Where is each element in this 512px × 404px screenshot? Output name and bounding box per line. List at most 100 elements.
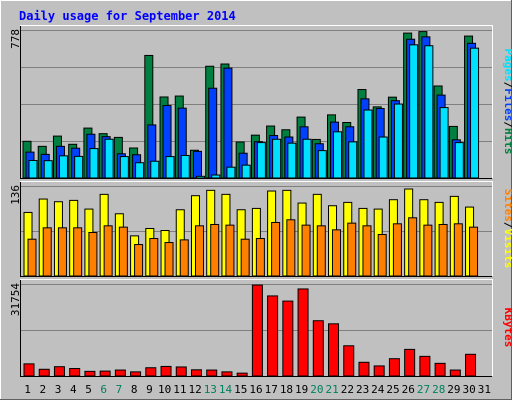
bar-kbytes-day-11 xyxy=(175,366,187,377)
bar-pages-day-1 xyxy=(28,159,38,179)
x-tick-label-day-17: 17 xyxy=(265,383,278,396)
x-tick-label-day-1: 1 xyxy=(24,383,31,396)
panel-kbytes: 31754 KBytes xyxy=(9,279,512,377)
x-tick-label-day-27: 27 xyxy=(417,383,430,396)
bar-pages-day-29 xyxy=(454,142,464,179)
bar-kbytes-day-3 xyxy=(53,366,65,377)
bar-pages-day-10 xyxy=(165,156,175,179)
bar-pages-day-9 xyxy=(150,160,160,179)
bar-sites-day-24 xyxy=(377,234,387,277)
y-max-label-pages-files-hits: 778 xyxy=(9,29,22,49)
bar-kbytes-day-25 xyxy=(388,358,400,377)
bar-sites-day-3 xyxy=(57,227,67,277)
bar-files-day-12 xyxy=(192,150,202,179)
bar-pages-day-8 xyxy=(135,162,145,179)
bar-sites-day-27 xyxy=(423,224,433,277)
bar-kbytes-day-17 xyxy=(267,295,279,377)
bar-kbytes-day-14 xyxy=(221,371,233,377)
bar-files-day-13 xyxy=(208,87,218,179)
bar-sites-day-8 xyxy=(134,244,144,277)
x-tick-label-day-9: 9 xyxy=(146,383,153,396)
legend-entry-sites-visits-2: Visits xyxy=(502,229,512,269)
bar-kbytes-day-7 xyxy=(114,369,126,377)
bar-pages-day-16 xyxy=(256,142,266,179)
legend-entry-pages-files-hits-3: / xyxy=(502,121,512,128)
bar-pages-day-12 xyxy=(195,175,205,179)
bar-pages-day-25 xyxy=(393,103,403,179)
bar-pages-day-15 xyxy=(241,164,251,179)
legend-entry-pages-files-hits-4: Hits xyxy=(502,128,512,155)
bar-sites-day-14 xyxy=(225,224,235,277)
bar-sites-day-25 xyxy=(392,223,402,277)
bar-pages-day-19 xyxy=(302,138,312,179)
bar-sites-day-21 xyxy=(332,229,342,277)
bar-pages-day-21 xyxy=(333,131,343,179)
legend-entry-pages-files-hits-0: Pages xyxy=(502,49,512,82)
bar-kbytes-day-2 xyxy=(38,368,50,377)
bar-sites-day-18 xyxy=(286,219,296,277)
bar-kbytes-day-24 xyxy=(373,365,385,377)
chart-title: Daily usage for September 2014 xyxy=(19,9,236,23)
bar-kbytes-day-18 xyxy=(282,300,294,377)
bar-kbytes-day-20 xyxy=(312,320,324,377)
x-tick-label-day-21: 21 xyxy=(326,383,339,396)
x-tick-label-day-16: 16 xyxy=(249,383,262,396)
bar-pages-day-28 xyxy=(439,107,449,179)
x-tick-label-day-25: 25 xyxy=(386,383,399,396)
x-tick-label-day-2: 2 xyxy=(40,383,47,396)
bar-kbytes-day-28 xyxy=(434,362,446,377)
bar-pages-day-2 xyxy=(43,160,53,179)
bar-sites-day-9 xyxy=(149,238,159,277)
bar-kbytes-day-12 xyxy=(190,369,202,377)
bar-kbytes-day-10 xyxy=(160,365,172,377)
bar-kbytes-day-29 xyxy=(449,369,461,377)
bar-kbytes-day-27 xyxy=(419,355,431,377)
x-tick-label-day-11: 11 xyxy=(173,383,186,396)
bar-pages-day-6 xyxy=(104,138,114,179)
bar-sites-day-28 xyxy=(438,223,448,277)
x-tick-label-day-22: 22 xyxy=(341,383,354,396)
x-tick-label-day-6: 6 xyxy=(100,383,107,396)
panel-sites-visits: 136 Sites/Visits xyxy=(9,181,512,277)
bar-kbytes-day-23 xyxy=(358,361,370,377)
x-tick-label-day-7: 7 xyxy=(116,383,123,396)
legend-text-pages-files-hits: Pages/Files/Hits xyxy=(502,49,512,155)
bar-kbytes-day-26 xyxy=(404,348,416,377)
x-tick-label-day-4: 4 xyxy=(70,383,77,396)
x-tick-label-day-20: 20 xyxy=(310,383,323,396)
x-tick-label-day-23: 23 xyxy=(356,383,369,396)
bar-sites-day-17 xyxy=(271,221,281,277)
x-tick-label-day-26: 26 xyxy=(402,383,415,396)
bar-sites-day-16 xyxy=(255,238,265,277)
bar-pages-day-3 xyxy=(58,155,68,179)
bar-kbytes-day-8 xyxy=(130,371,142,377)
bar-kbytes-day-13 xyxy=(206,369,218,377)
x-tick-label-day-15: 15 xyxy=(234,383,247,396)
bar-pages-day-5 xyxy=(89,148,99,179)
x-tick-label-day-29: 29 xyxy=(447,383,460,396)
x-tick-label-day-8: 8 xyxy=(131,383,138,396)
bar-kbytes-day-1 xyxy=(23,363,35,377)
legend-entry-pages-files-hits-2: Files xyxy=(502,88,512,121)
x-tick-label-day-13: 13 xyxy=(204,383,217,396)
bar-pages-day-23 xyxy=(363,109,373,179)
bar-sites-day-19 xyxy=(301,224,311,277)
bar-files-day-14 xyxy=(223,67,233,179)
bar-kbytes-day-19 xyxy=(297,288,309,377)
bar-sites-day-20 xyxy=(316,225,326,277)
bar-pages-day-7 xyxy=(119,156,129,179)
legend-kbytes: KBytes xyxy=(502,308,512,348)
bar-kbytes-day-5 xyxy=(84,370,96,377)
bar-sites-day-26 xyxy=(408,217,418,277)
legend-sites-visits: Sites/Visits xyxy=(502,189,512,269)
bar-sites-day-11 xyxy=(179,239,189,277)
bar-kbytes-day-6 xyxy=(99,370,111,377)
bar-sites-day-1 xyxy=(27,238,37,277)
legend-entry-sites-visits-1: / xyxy=(502,222,512,229)
bar-pages-day-24 xyxy=(378,136,388,179)
bar-pages-day-30 xyxy=(470,47,480,179)
bar-pages-day-13 xyxy=(211,174,221,179)
bar-pages-day-4 xyxy=(74,155,84,179)
